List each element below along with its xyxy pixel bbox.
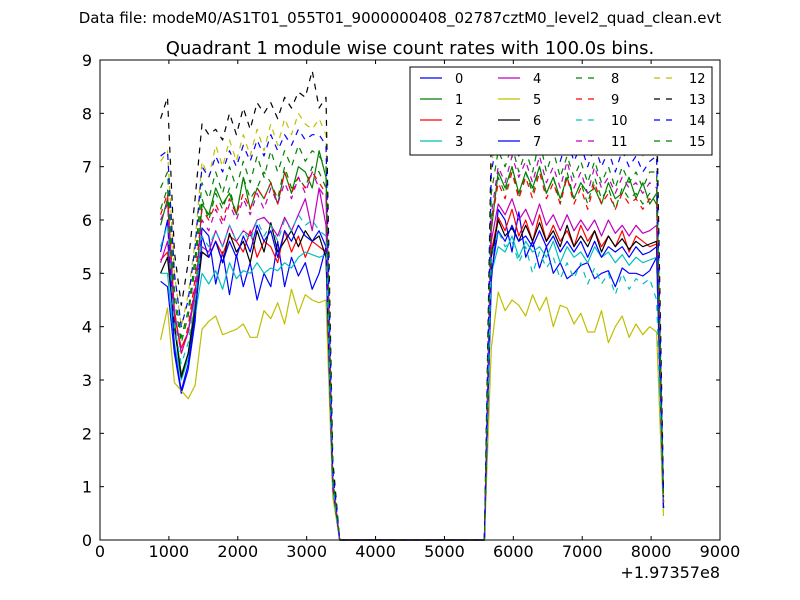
legend-label-6: 6 (533, 114, 541, 129)
legend-label-3: 3 (455, 135, 463, 150)
y-tick-label: 0 (82, 531, 92, 550)
legend-box (409, 66, 713, 156)
legend-label-9: 9 (611, 93, 619, 108)
legend-label-13: 13 (689, 93, 706, 108)
x-tick-label: 9000 (700, 542, 741, 561)
y-tick-label: 5 (82, 264, 92, 283)
legend-label-11: 11 (611, 135, 628, 150)
y-tick-label: 7 (82, 158, 92, 177)
x-tick-label: 0 (95, 542, 105, 561)
legend-label-8: 8 (611, 72, 619, 87)
y-tick-label: 4 (82, 318, 92, 337)
legend-label-0: 0 (455, 72, 463, 87)
legend-label-1: 1 (455, 93, 463, 108)
legend-label-10: 10 (611, 114, 628, 129)
y-tick-label: 8 (82, 104, 92, 123)
x-tick-label: 7000 (562, 542, 603, 561)
legend-label-15: 15 (689, 135, 706, 150)
x-tick-label: 4000 (355, 542, 396, 561)
x-tick-label: 8000 (631, 542, 672, 561)
legend-label-14: 14 (689, 114, 706, 129)
tick-layer: 0 1000 2000 3000 4000 5000 6000 7000 8000 9000012… (82, 51, 741, 561)
plot-frame (99, 59, 721, 541)
legend-label-7: 7 (533, 135, 541, 150)
x-tick-label: 3000 (286, 542, 327, 561)
chart-title: Quadrant 1 module wise count rates with … (166, 38, 655, 59)
y-tick-label: 6 (82, 211, 92, 230)
figure-suptitle: Data file: modeM0/AS1T01_055T01_90000004… (79, 9, 722, 28)
x-tick-label: 2000 (217, 542, 258, 561)
x-offset-label: +1.97357e8 (620, 563, 720, 582)
y-tick-label: 1 (82, 478, 92, 497)
legend-label-2: 2 (455, 114, 463, 129)
legend-label-12: 12 (689, 72, 706, 87)
y-tick-label: 9 (82, 51, 92, 70)
x-tick-label: 1000 (149, 542, 190, 561)
x-tick-label: 5000 (424, 542, 465, 561)
y-tick-label: 2 (82, 424, 92, 443)
legend-label-5: 5 (533, 93, 541, 108)
legend-label-4: 4 (533, 72, 541, 87)
y-tick-label: 3 (82, 371, 92, 390)
x-tick-label: 6000 (493, 542, 534, 561)
